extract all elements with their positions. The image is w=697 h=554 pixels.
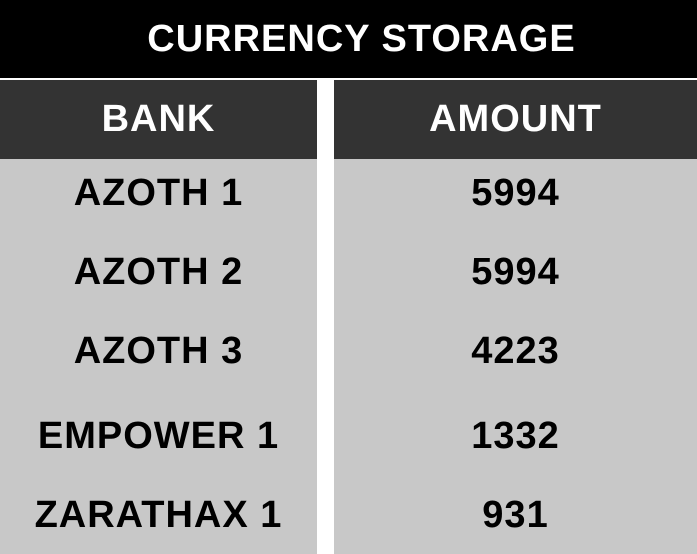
bank-cell: ZARATHAX 1 [34,493,283,536]
bank-cell: EMPOWER 1 [37,414,280,457]
amount-column: AMOUNT 5994 5994 4223 1332 931 [334,80,697,554]
table-title: CURRENCY STORAGE [147,17,576,60]
amount-column-body: 5994 5994 4223 1332 931 [334,159,697,554]
amount-column-header: AMOUNT [334,80,697,159]
bank-column-body: AZOTH 1 AZOTH 2 AZOTH 3 EMPOWER 1 ZARATH… [0,159,317,554]
bank-cell: AZOTH 2 [73,250,244,293]
bank-column: BANK AZOTH 1 AZOTH 2 AZOTH 3 EMPOWER 1 Z… [0,80,317,554]
bank-header-label: BANK [101,98,216,140]
amount-cell: 4223 [471,329,560,372]
bank-cell: AZOTH 3 [73,329,244,372]
bank-cell: AZOTH 1 [73,171,244,214]
amount-cell: 5994 [471,250,560,293]
amount-cell: 931 [482,493,549,536]
title-bar: CURRENCY STORAGE [0,0,697,78]
amount-cell: 1332 [471,414,560,457]
bank-column-header: BANK [0,80,317,159]
amount-header-label: AMOUNT [429,98,602,140]
amount-cell: 5994 [471,171,560,214]
